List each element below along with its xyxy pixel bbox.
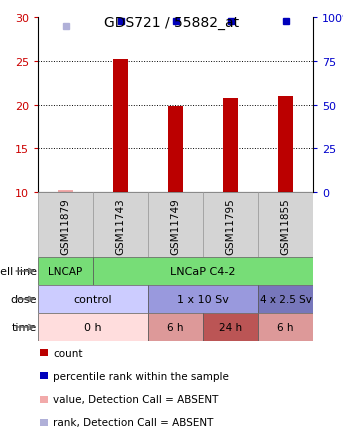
Bar	[40, 349, 48, 356]
Bar	[203, 193, 258, 257]
Bar	[93, 257, 313, 285]
Text: count: count	[53, 348, 83, 358]
Text: GSM11743: GSM11743	[116, 198, 126, 254]
Text: LNCaP C4-2: LNCaP C4-2	[170, 266, 236, 276]
Bar	[148, 285, 258, 313]
Bar	[93, 193, 148, 257]
Bar	[38, 193, 93, 257]
Bar	[58, 191, 73, 193]
Bar	[278, 96, 293, 193]
Text: 4 x 2.5 Sv: 4 x 2.5 Sv	[260, 294, 311, 304]
Bar	[258, 313, 313, 341]
Text: rank, Detection Call = ABSENT: rank, Detection Call = ABSENT	[53, 418, 213, 427]
Text: LNCAP: LNCAP	[48, 266, 83, 276]
Bar	[148, 313, 203, 341]
Bar	[203, 313, 258, 341]
Bar	[38, 285, 148, 313]
Text: percentile rank within the sample: percentile rank within the sample	[53, 371, 229, 381]
Text: 24 h: 24 h	[219, 322, 242, 332]
Text: cell line: cell line	[0, 266, 37, 276]
Bar	[258, 285, 313, 313]
Text: value, Detection Call = ABSENT: value, Detection Call = ABSENT	[53, 394, 218, 404]
Text: 6 h: 6 h	[167, 322, 184, 332]
Bar	[40, 396, 48, 403]
Text: control: control	[74, 294, 112, 304]
Text: GSM11879: GSM11879	[60, 198, 71, 254]
Text: 1 x 10 Sv: 1 x 10 Sv	[177, 294, 229, 304]
Text: 6 h: 6 h	[277, 322, 294, 332]
Bar	[38, 257, 93, 285]
Bar	[258, 193, 313, 257]
Text: GSM11795: GSM11795	[225, 198, 236, 254]
Bar	[148, 193, 203, 257]
Text: dose: dose	[10, 294, 37, 304]
Text: 0 h: 0 h	[84, 322, 102, 332]
Text: time: time	[11, 322, 37, 332]
Bar	[38, 313, 148, 341]
Text: GSM11749: GSM11749	[170, 198, 180, 254]
Bar	[113, 60, 128, 193]
Bar	[168, 107, 183, 193]
Text: GDS721 / 55882_at: GDS721 / 55882_at	[104, 16, 239, 30]
Bar	[40, 419, 48, 426]
Bar	[40, 372, 48, 379]
Text: GSM11855: GSM11855	[281, 198, 291, 254]
Bar	[223, 98, 238, 193]
